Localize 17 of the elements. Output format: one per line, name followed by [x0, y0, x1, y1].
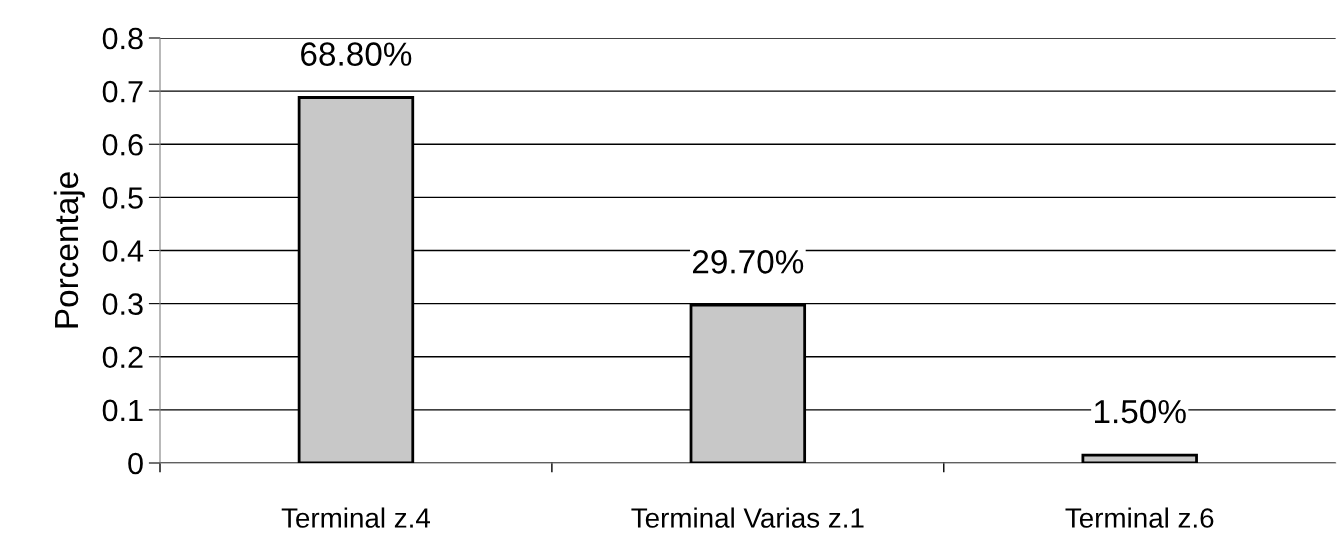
x-tick-label: Terminal z.6: [1065, 507, 1214, 528]
y-axis-title: Porcentaje: [53, 172, 85, 328]
bar: [1081, 453, 1198, 463]
y-tick-label: 0.7: [102, 80, 143, 103]
data-label: 29.70%: [692, 250, 804, 274]
y-tick-label: 0.6: [102, 133, 143, 156]
y-tick-label: 0.4: [102, 240, 144, 262]
data-label: 68.80%: [301, 42, 412, 66]
y-tick-label: 0.2: [102, 346, 143, 369]
y-tick-label: 0.3: [102, 293, 143, 315]
data-label: 1.50%: [1095, 399, 1186, 424]
y-tick-label: 0: [128, 452, 143, 475]
y-tick-label: 0.8: [102, 27, 143, 50]
y-tick-label: 0.1: [102, 399, 143, 422]
y-tick-label: 0.5: [102, 187, 143, 209]
x-tick-label: Terminal z.4: [281, 507, 430, 528]
x-tick-label: Terminal Varias z.1: [631, 507, 864, 528]
